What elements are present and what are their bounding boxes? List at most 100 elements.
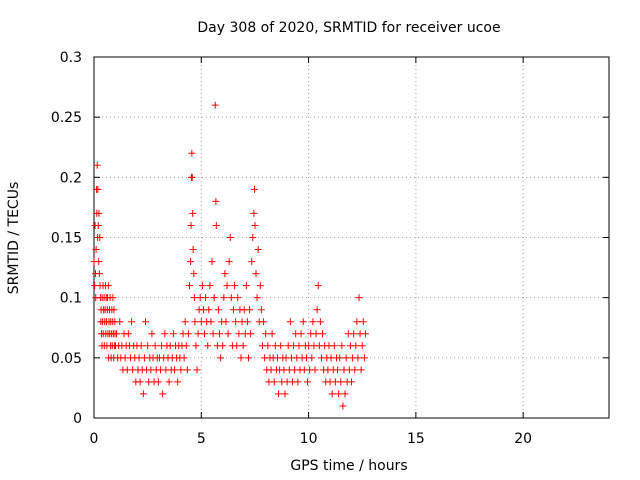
data-point: [250, 209, 258, 217]
data-point: [187, 258, 195, 266]
data-point: [251, 185, 259, 193]
data-point: [151, 342, 159, 350]
data-point: [154, 378, 162, 386]
data-point: [95, 270, 103, 278]
data-point: [256, 282, 264, 290]
data-point: [194, 330, 202, 338]
data-point: [124, 330, 132, 338]
x-tick-label: 10: [300, 431, 318, 447]
data-point: [205, 306, 213, 314]
data-point: [93, 161, 101, 169]
data-point: [308, 354, 316, 362]
data-point: [246, 306, 254, 314]
data-point: [257, 306, 265, 314]
data-point: [221, 270, 229, 278]
data-point: [351, 366, 359, 374]
data-point: [219, 342, 227, 350]
data-point: [309, 318, 317, 326]
data-point: [223, 282, 231, 290]
data-point: [187, 221, 195, 229]
data-point: [96, 234, 104, 241]
y-tick-label: 0.1: [60, 291, 82, 307]
data-point: [268, 330, 276, 338]
data-point: [335, 390, 343, 398]
data-point: [237, 354, 245, 362]
data-point: [174, 378, 182, 386]
data-point: [247, 330, 255, 338]
data-point: [206, 282, 214, 290]
data-point: [95, 258, 103, 266]
tick-layer: 0 5 10 15 20 0 0.05 0.1 0.15 0.2 0.25 0.3: [51, 50, 609, 447]
data-point: [193, 366, 201, 374]
data-point: [188, 149, 196, 157]
data-point: [116, 318, 124, 326]
data-point: [229, 306, 237, 314]
data-point: [350, 330, 358, 338]
data-point: [104, 282, 112, 290]
y-axis-label: SRMTID / TECUs: [6, 182, 22, 295]
data-point: [270, 378, 278, 386]
x-tick-label: 5: [197, 431, 206, 447]
plot-frame: [93, 56, 610, 419]
x-axis-label: GPS time / hours: [290, 458, 407, 474]
data-point: [208, 258, 216, 266]
data-point: [337, 378, 345, 386]
data-point: [217, 354, 225, 362]
data-point: [224, 330, 232, 338]
data-point: [294, 378, 302, 386]
data-point: [202, 294, 210, 302]
data-point: [313, 306, 321, 314]
data-point: [277, 342, 285, 350]
data-point: [198, 282, 206, 290]
data-point: [231, 282, 239, 290]
y-tick-label: 0.3: [60, 50, 82, 66]
data-point: [137, 342, 145, 350]
data-point: [227, 294, 235, 302]
data-point: [353, 318, 361, 326]
data-point: [304, 378, 312, 386]
data-point: [220, 294, 228, 302]
data-point: [348, 378, 355, 386]
data-point: [355, 294, 363, 302]
data-point: [328, 390, 336, 398]
data-point: [286, 318, 294, 326]
data-point: [177, 366, 185, 374]
data-point: [357, 366, 365, 374]
data-point: [210, 294, 218, 302]
data-point: [180, 354, 188, 362]
data-point: [252, 270, 260, 278]
data-point: [316, 318, 324, 326]
data-point: [144, 342, 152, 350]
data-point: [334, 366, 342, 374]
data-point: [212, 197, 220, 205]
data-point: [214, 306, 222, 314]
data-point: [94, 221, 102, 229]
data-point: [170, 366, 178, 374]
data-point: [212, 221, 220, 229]
data-point: [336, 354, 344, 362]
data-point: [222, 318, 230, 326]
y-tick-label: 0.05: [51, 351, 82, 367]
data-point: [94, 185, 102, 193]
data-point: [226, 234, 234, 241]
data-point: [251, 221, 259, 229]
data-point: [319, 330, 327, 338]
data-point: [311, 366, 319, 374]
data-point: [139, 390, 147, 398]
y-tick-label: 0: [73, 411, 82, 427]
data-point: [189, 209, 197, 217]
x-tick-label: 0: [90, 431, 99, 447]
grid-layer: [94, 57, 609, 418]
data-points: [90, 101, 369, 410]
y-tick-label: 0.25: [51, 110, 82, 126]
chart-title: Day 308 of 2020, SRMTID for receiver uco…: [197, 20, 500, 36]
data-point: [95, 209, 103, 217]
data-point: [339, 402, 347, 410]
data-point: [341, 390, 349, 398]
data-point: [188, 173, 196, 181]
data-point: [264, 342, 272, 350]
data-point: [254, 246, 262, 254]
data-point: [190, 270, 198, 278]
data-point: [225, 258, 233, 266]
